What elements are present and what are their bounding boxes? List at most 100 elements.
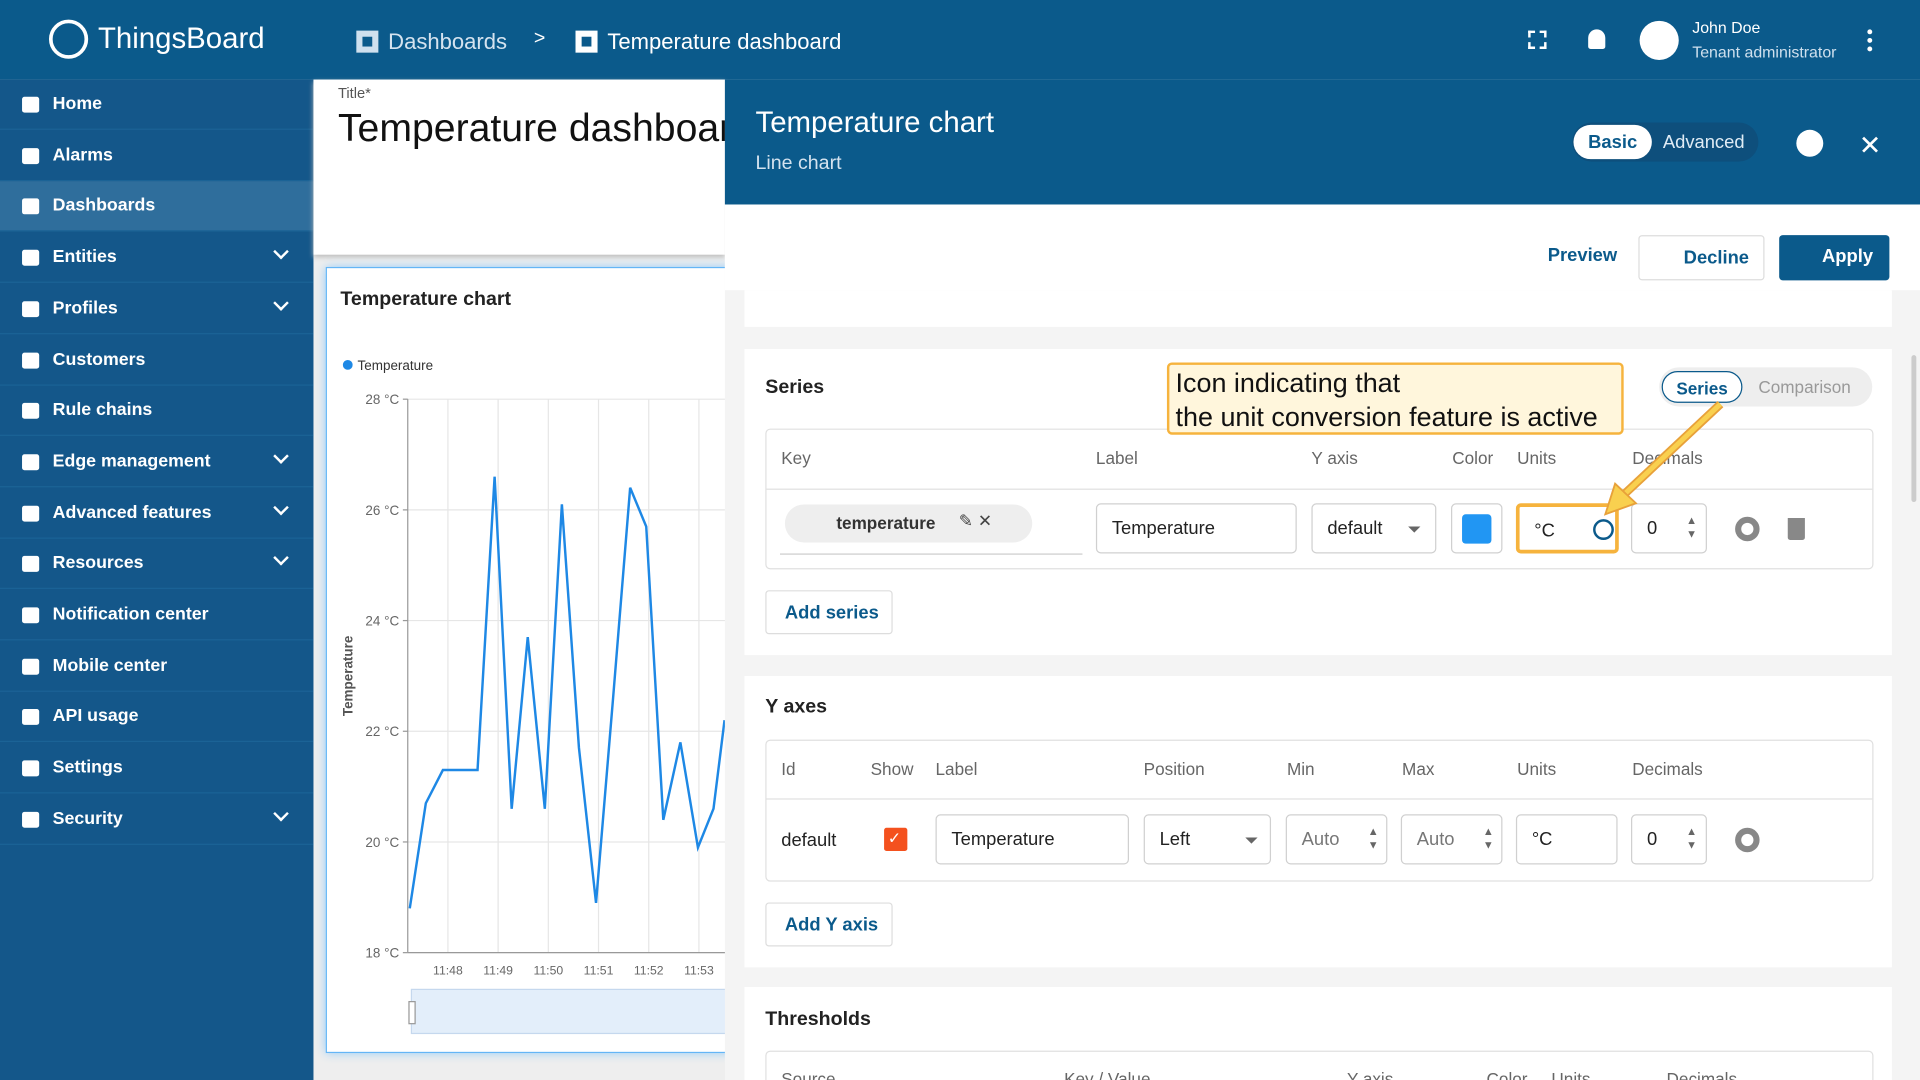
nav-item[interactable]: Advanced features [0,488,314,539]
axis-units-input[interactable]: °C [1515,814,1618,865]
settings-icon[interactable] [1735,516,1760,542]
nav-icon [22,198,40,215]
stepper[interactable]: ▲ ▼ [1367,825,1379,852]
user-role: Tenant administrator [1692,42,1837,62]
column-header: Label [1095,448,1138,468]
tab[interactable]: Basic [1573,124,1652,160]
chevron[interactable] [273,243,289,260]
units-input-text: °C [1534,520,1555,542]
add-series-btn[interactable]: Add series [765,590,893,635]
axis-units-input-text: °C [1531,828,1553,850]
column-header: Id [781,759,796,779]
axis-id: default [781,830,837,852]
table-divider [766,488,1873,490]
nav-icon [22,454,40,471]
nav-icon [22,760,40,777]
chevron[interactable] [273,550,289,566]
column-header: Units [1517,759,1557,779]
chip-icons[interactable]: ✎ ✕ [958,510,993,531]
color-input[interactable] [1451,503,1503,554]
breadcrumb[interactable]: Dashboards [388,29,508,54]
nav-item[interactable]: Dashboards [0,181,314,232]
label-input[interactable]: Temperature [1095,503,1297,554]
position-select[interactable]: Left [1143,814,1272,865]
breadcrumb: Temperature dashboard [607,29,842,54]
min-input[interactable]: Auto ▲ ▼ [1285,814,1388,865]
menu-dots[interactable] [1867,29,1873,52]
nav-label: Entities [52,247,117,268]
nav-icon [22,300,40,317]
column-header: Units [1551,1068,1591,1080]
nav-label: Dashboards [52,196,156,216]
axis-label-input[interactable]: Temperature [935,814,1129,865]
nav-label: Settings [52,758,123,778]
settings-icon[interactable] [1735,827,1760,853]
zoom-handle [408,1001,416,1025]
column-header: Min [1286,759,1315,779]
stepper[interactable]: ▲ ▼ [1482,825,1494,852]
column-header: Key [781,448,811,468]
nav-item[interactable]: Rule chains [0,386,314,437]
stepper[interactable]: ▲ ▼ [1686,514,1698,541]
column-header: Units [1517,448,1557,468]
scrollbar [1911,355,1917,503]
conversion-icon[interactable] [1593,519,1614,541]
nav-item[interactable]: Profiles [0,284,314,335]
nav-item[interactable]: Notification center [0,590,314,641]
tab[interactable]: Advanced [1662,132,1745,154]
key-text: temperature [836,513,936,533]
nav-item[interactable]: Alarms [0,131,314,181]
nav-item[interactable]: Home [0,80,314,130]
nav-icon [22,96,40,113]
bell-icon[interactable] [1588,29,1606,49]
nav-item[interactable]: API usage [0,692,314,743]
nav-label: Resources [52,553,144,574]
x-tick-label: 11:48 [433,964,463,978]
yaxis-select[interactable]: default [1311,503,1437,554]
axis-decimals-input[interactable]: 0 ▲ ▼ [1631,814,1707,865]
nav-label: Profiles [52,298,118,319]
chevron[interactable] [273,295,289,311]
nav-item[interactable]: Security [0,794,314,845]
nav-label: API usage [52,707,139,727]
x-tick-label: 11:49 [483,964,513,978]
nav-item[interactable]: Mobile center [0,641,314,692]
nav-item[interactable]: Entities [0,233,314,283]
nav-icon [22,811,40,828]
action-bar [724,204,1920,291]
preview-btn[interactable]: Preview [1547,244,1618,266]
delete-icon[interactable] [1787,517,1805,541]
widget [325,266,767,1054]
chevron[interactable] [273,805,289,822]
toggle[interactable]: Comparison [1758,377,1851,397]
avatar[interactable] [1639,20,1679,61]
x-tick-label: 11:50 [533,964,563,978]
apply-btn[interactable]: Apply [1779,235,1890,281]
x-tick-label: 11:52 [634,964,664,978]
bc-icon [575,30,598,53]
nav-item[interactable]: Resources [0,539,314,590]
axis-decimals-input-text: 0 [1646,828,1658,850]
chevron[interactable] [273,448,289,464]
nav-label: Rule chains [52,400,153,421]
add-axis-btn[interactable]: Add Y axis [765,902,893,947]
stepper[interactable]: ▲ ▼ [1686,825,1698,852]
annotation-text: the unit conversion feature is active [1175,401,1598,433]
chevron[interactable] [273,499,289,515]
panel-subtitle: Line chart [755,153,842,174]
toggle[interactable]: Series [1661,371,1743,403]
nav-item[interactable]: Settings [0,743,314,794]
decline-btn[interactable]: Decline [1638,235,1765,281]
column-header: Max [1402,759,1435,779]
decimals-input[interactable]: 0 ▲ ▼ [1631,503,1707,554]
nav-item[interactable]: Customers [0,335,314,386]
show-checkbox[interactable]: ✓ [884,827,908,852]
units-input[interactable]: °C [1515,503,1619,554]
max-input[interactable]: Auto ▲ ▼ [1400,814,1503,865]
x-tick-label: 11:51 [584,964,614,978]
nav-item[interactable]: Edge management [0,437,314,488]
fullscreen-icon[interactable] [1528,30,1547,49]
help-icon[interactable] [1796,129,1824,157]
close-icon[interactable]: ✕ [1858,129,1882,161]
